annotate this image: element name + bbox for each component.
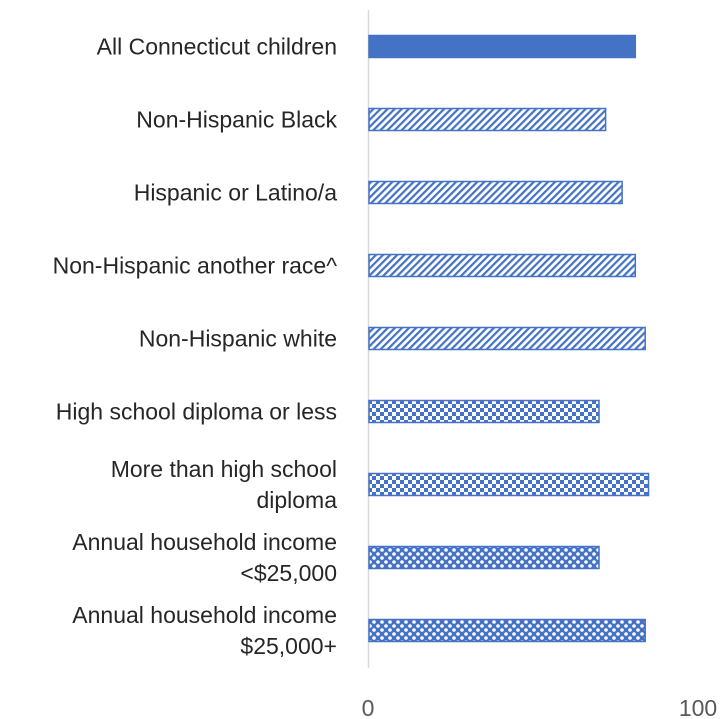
bar-4 — [368, 253, 637, 278]
category-labels: All Connecticut children Non-Hispanic Bla… — [53, 34, 338, 660]
bar-9 — [368, 618, 646, 643]
category-label: Annual household income — [72, 602, 337, 628]
category-label: Hispanic or Latino/a — [134, 180, 337, 206]
category-label: $25,000+ — [240, 633, 337, 659]
bar-1 — [368, 34, 637, 59]
category-label: More than high school — [111, 456, 337, 482]
category-label: All Connecticut children — [97, 34, 337, 60]
bar-7 — [368, 472, 650, 497]
x-tick-label: 0 — [362, 695, 375, 719]
x-tick-label: 100 — [679, 695, 717, 719]
x-tick-labels: 0 100 — [362, 695, 718, 719]
category-label: Annual household income — [72, 529, 337, 555]
category-label: diploma — [256, 487, 337, 513]
bar-5 — [368, 326, 646, 351]
category-label: <$25,000 — [240, 560, 337, 586]
bar-2 — [368, 107, 607, 132]
bar-6 — [368, 399, 600, 424]
category-label: Non-Hispanic Black — [136, 107, 337, 133]
bars-layer — [368, 34, 650, 643]
category-label: Non-Hispanic white — [139, 326, 337, 352]
category-label: Non-Hispanic another race^ — [53, 253, 338, 279]
category-label: High school diploma or less — [56, 399, 337, 425]
bar-8 — [368, 545, 600, 570]
bar-3 — [368, 180, 623, 205]
